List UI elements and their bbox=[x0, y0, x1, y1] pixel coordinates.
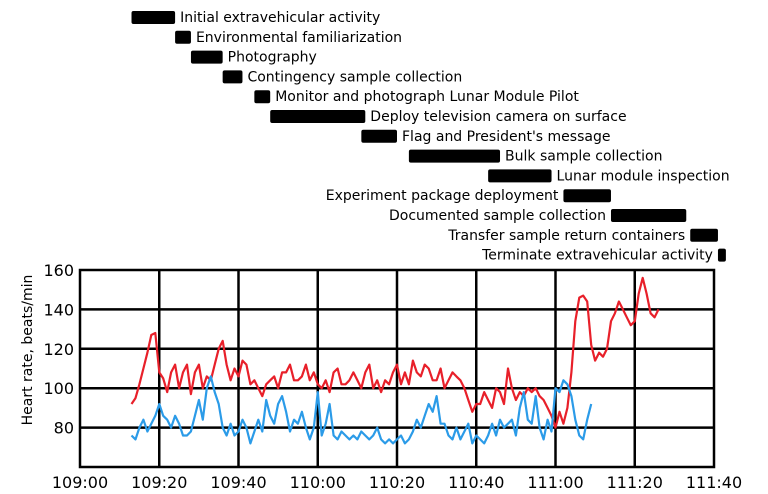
activity-label: Bulk sample collection bbox=[505, 149, 662, 165]
x-tick-label: 111:20 bbox=[607, 473, 663, 492]
activity-label: Terminate extravehicular activity bbox=[481, 248, 713, 264]
gridlines bbox=[80, 270, 714, 467]
activity-bar bbox=[190, 50, 223, 64]
activity-label: Transfer sample return containers bbox=[447, 228, 685, 244]
activity-bar bbox=[270, 110, 366, 123]
y-axis-label: Heart rate, beats/min bbox=[20, 275, 36, 426]
y-axis-tick-labels: 80 100 120 140 160 bbox=[43, 261, 74, 438]
activity-label: Monitor and photograph Lunar Module Pilo… bbox=[275, 89, 579, 105]
activity-label: Documented sample collection bbox=[389, 208, 606, 224]
activity-label: Contingency sample collection bbox=[247, 69, 462, 85]
activity-bar bbox=[175, 30, 191, 44]
x-tick-label: 111:40 bbox=[686, 473, 742, 492]
x-tick-label: 109:40 bbox=[210, 473, 266, 492]
activity-bar bbox=[717, 248, 726, 262]
x-tick-label: 111:00 bbox=[527, 473, 583, 492]
activity-timeline: Initial extravehicular activity Environme… bbox=[131, 10, 730, 264]
activity-bar bbox=[222, 70, 243, 84]
activity-label: Deploy television camera on surface bbox=[370, 109, 626, 125]
series-line-red bbox=[130, 276, 660, 429]
x-axis-tick-labels: 109:00 109:20 109:40 110:00 110:20 110:40 111:… bbox=[52, 473, 742, 492]
x-tick-label: 110:00 bbox=[290, 473, 346, 492]
x-tick-label: 110:20 bbox=[369, 473, 425, 492]
x-tick-label: 109:00 bbox=[52, 473, 108, 492]
series-line-blue bbox=[130, 375, 593, 445]
y-tick-label: 80 bbox=[54, 419, 74, 438]
activity-bar bbox=[131, 11, 176, 24]
activity-bar bbox=[254, 90, 271, 104]
activity-bar bbox=[361, 129, 397, 143]
activity-label: Environmental familiarization bbox=[196, 30, 402, 46]
y-tick-label: 160 bbox=[43, 261, 74, 280]
x-tick-label: 110:40 bbox=[448, 473, 504, 492]
activity-bar bbox=[563, 189, 611, 203]
activity-label: Flag and President's message bbox=[402, 129, 610, 145]
activity-label: Initial extravehicular activity bbox=[180, 10, 380, 26]
activity-label: Lunar module inspection bbox=[557, 168, 730, 184]
activity-label: Photography bbox=[228, 50, 317, 66]
y-tick-label: 100 bbox=[43, 379, 74, 398]
activity-bar bbox=[408, 149, 501, 163]
activity-label: Experiment package deployment bbox=[326, 188, 559, 204]
activity-bar bbox=[610, 209, 687, 222]
series-layer bbox=[130, 276, 660, 445]
y-tick-label: 120 bbox=[43, 340, 74, 359]
x-tick-label: 109:20 bbox=[131, 473, 187, 492]
activity-bar bbox=[690, 228, 718, 242]
plot-area bbox=[78, 268, 716, 469]
activity-bar bbox=[488, 169, 552, 183]
y-tick-label: 140 bbox=[43, 300, 74, 319]
